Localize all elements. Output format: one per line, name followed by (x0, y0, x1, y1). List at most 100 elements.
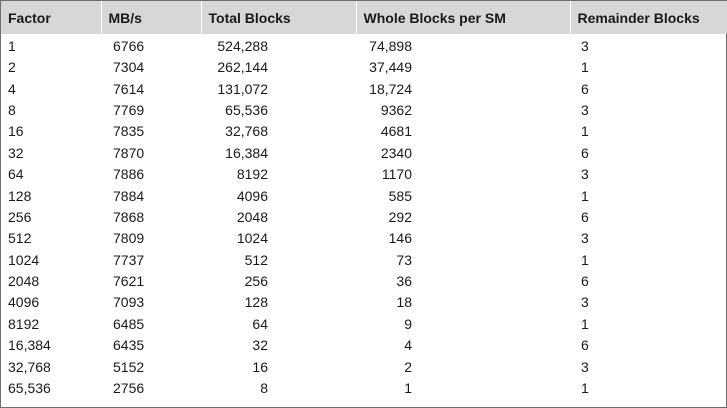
cell-factor: 64 (8, 166, 24, 183)
cell-whole-blocks-per-sm: 2 (404, 358, 412, 375)
cell-whole-blocks-per-sm: 4 (404, 337, 412, 354)
cell-mbs: 7614 (113, 80, 145, 97)
cell-whole-blocks-per-sm: 73 (396, 251, 412, 268)
cell-total-blocks: 256 (244, 273, 268, 290)
table-row: 8 7769 65,536 9362 3 (1, 100, 727, 121)
table-row: 2048 7621 256 36 6 (1, 271, 727, 292)
cell-remainder-blocks: 6 (581, 337, 589, 354)
cell-factor: 32 (8, 144, 24, 161)
cell-factor: 4 (8, 80, 16, 97)
cell-remainder-blocks: 6 (581, 208, 589, 225)
cell-total-blocks: 512 (244, 251, 268, 268)
cell-whole-blocks-per-sm: 292 (388, 208, 412, 225)
cell-factor: 2 (8, 59, 16, 76)
table-row: 2 7304 262,144 37,449 1 (1, 57, 727, 78)
cell-factor: 8 (8, 101, 16, 118)
cell-total-blocks: 524,288 (217, 38, 268, 54)
cell-total-blocks: 32,768 (225, 123, 268, 140)
cell-whole-blocks-per-sm: 585 (388, 187, 412, 204)
header-mbs: MB/s (101, 1, 202, 34)
cell-total-blocks: 64 (252, 315, 268, 332)
cell-remainder-blocks: 3 (581, 101, 589, 118)
cell-mbs: 6485 (113, 315, 145, 332)
cell-whole-blocks-per-sm: 1 (404, 380, 412, 397)
cell-remainder-blocks: 3 (581, 166, 589, 183)
cell-factor: 1024 (8, 251, 40, 268)
header-remainder-blocks: Remainder Blocks (570, 1, 727, 34)
table-row: 16,384 6435 32 4 6 (1, 335, 727, 356)
cell-mbs: 7093 (113, 294, 145, 311)
header-factor: Factor (1, 1, 102, 34)
cell-factor: 2048 (8, 273, 40, 290)
table-row: 256 7868 2048 292 6 (1, 207, 727, 228)
cell-total-blocks: 8 (260, 380, 268, 397)
cell-mbs: 7884 (113, 187, 145, 204)
table-row: 128 7884 4096 585 1 (1, 185, 727, 206)
cell-total-blocks: 65,536 (225, 101, 268, 118)
cell-mbs: 7835 (113, 123, 145, 140)
cell-remainder-blocks: 6 (581, 273, 589, 290)
table-row: 64 7886 8192 1170 3 (1, 164, 727, 185)
cell-factor: 1 (8, 38, 16, 54)
cell-factor: 128 (8, 187, 32, 204)
cell-factor: 16 (8, 123, 24, 140)
cell-whole-blocks-per-sm: 36 (396, 273, 412, 290)
cell-total-blocks: 131,072 (217, 80, 268, 97)
cell-mbs: 7621 (113, 273, 145, 290)
cell-total-blocks: 262,144 (217, 59, 268, 76)
table-row: 8192 6485 64 9 1 (1, 314, 727, 335)
cell-factor: 8192 (8, 315, 40, 332)
cell-total-blocks: 4096 (236, 187, 268, 204)
cell-mbs: 7870 (113, 144, 145, 161)
cell-total-blocks: 8192 (236, 166, 268, 183)
cell-remainder-blocks: 6 (581, 80, 589, 97)
cell-mbs: 7886 (113, 166, 145, 183)
table-body: 1 6766 524,288 74,898 3 2 7304 262,144 37,449 1 4 7… (1, 34, 727, 399)
cell-factor: 65,536 (8, 380, 51, 397)
cell-whole-blocks-per-sm: 9 (404, 315, 412, 332)
cell-whole-blocks-per-sm: 74,898 (369, 38, 412, 54)
table-row: 4096 7093 128 18 3 (1, 292, 727, 313)
cell-factor: 16,384 (8, 337, 51, 354)
table-row: 1 6766 524,288 74,898 3 (1, 34, 727, 57)
cell-factor: 512 (8, 230, 32, 247)
table-row: 1024 7737 512 73 1 (1, 250, 727, 271)
cell-remainder-blocks: 6 (581, 144, 589, 161)
table-row: 65,536 2756 8 1 1 (1, 378, 727, 399)
cell-whole-blocks-per-sm: 2340 (380, 144, 412, 161)
cell-mbs: 7809 (113, 230, 145, 247)
cell-whole-blocks-per-sm: 4681 (380, 123, 412, 140)
cell-remainder-blocks: 1 (581, 380, 589, 397)
cell-remainder-blocks: 1 (581, 315, 589, 332)
blocks-table: Factor MB/s Total Blocks Whole Blocks pe… (1, 1, 727, 399)
cell-factor: 32,768 (8, 358, 51, 375)
cell-remainder-blocks: 1 (581, 123, 589, 140)
cell-mbs: 7868 (113, 208, 145, 225)
cell-mbs: 7769 (113, 101, 145, 118)
cell-remainder-blocks: 3 (581, 230, 589, 247)
cell-mbs: 5152 (113, 358, 145, 375)
cell-mbs: 6435 (113, 337, 145, 354)
header-total-blocks: Total Blocks (201, 1, 357, 34)
cell-remainder-blocks: 1 (581, 251, 589, 268)
cell-whole-blocks-per-sm: 1170 (381, 166, 412, 183)
cell-total-blocks: 128 (244, 294, 268, 311)
table-row: 32 7870 16,384 2340 6 (1, 143, 727, 164)
cell-total-blocks: 16,384 (225, 144, 268, 161)
cell-factor: 256 (8, 208, 32, 225)
cell-whole-blocks-per-sm: 9362 (380, 101, 412, 118)
cell-whole-blocks-per-sm: 37,449 (369, 59, 412, 76)
cell-total-blocks: 1024 (236, 230, 268, 247)
cell-mbs: 7304 (113, 59, 145, 76)
cell-total-blocks: 32 (252, 337, 268, 354)
cell-mbs: 6766 (113, 38, 145, 54)
cell-total-blocks: 2048 (236, 208, 268, 225)
table-row: 4 7614 131,072 18,724 6 (1, 78, 727, 99)
table-row: 16 7835 32,768 4681 1 (1, 121, 727, 142)
cell-remainder-blocks: 3 (581, 38, 589, 54)
cell-total-blocks: 16 (252, 358, 268, 375)
cell-mbs: 2756 (113, 380, 145, 397)
table-row: 512 7809 1024 146 3 (1, 228, 727, 249)
cell-remainder-blocks: 3 (581, 358, 589, 375)
cell-whole-blocks-per-sm: 18,724 (369, 80, 412, 97)
